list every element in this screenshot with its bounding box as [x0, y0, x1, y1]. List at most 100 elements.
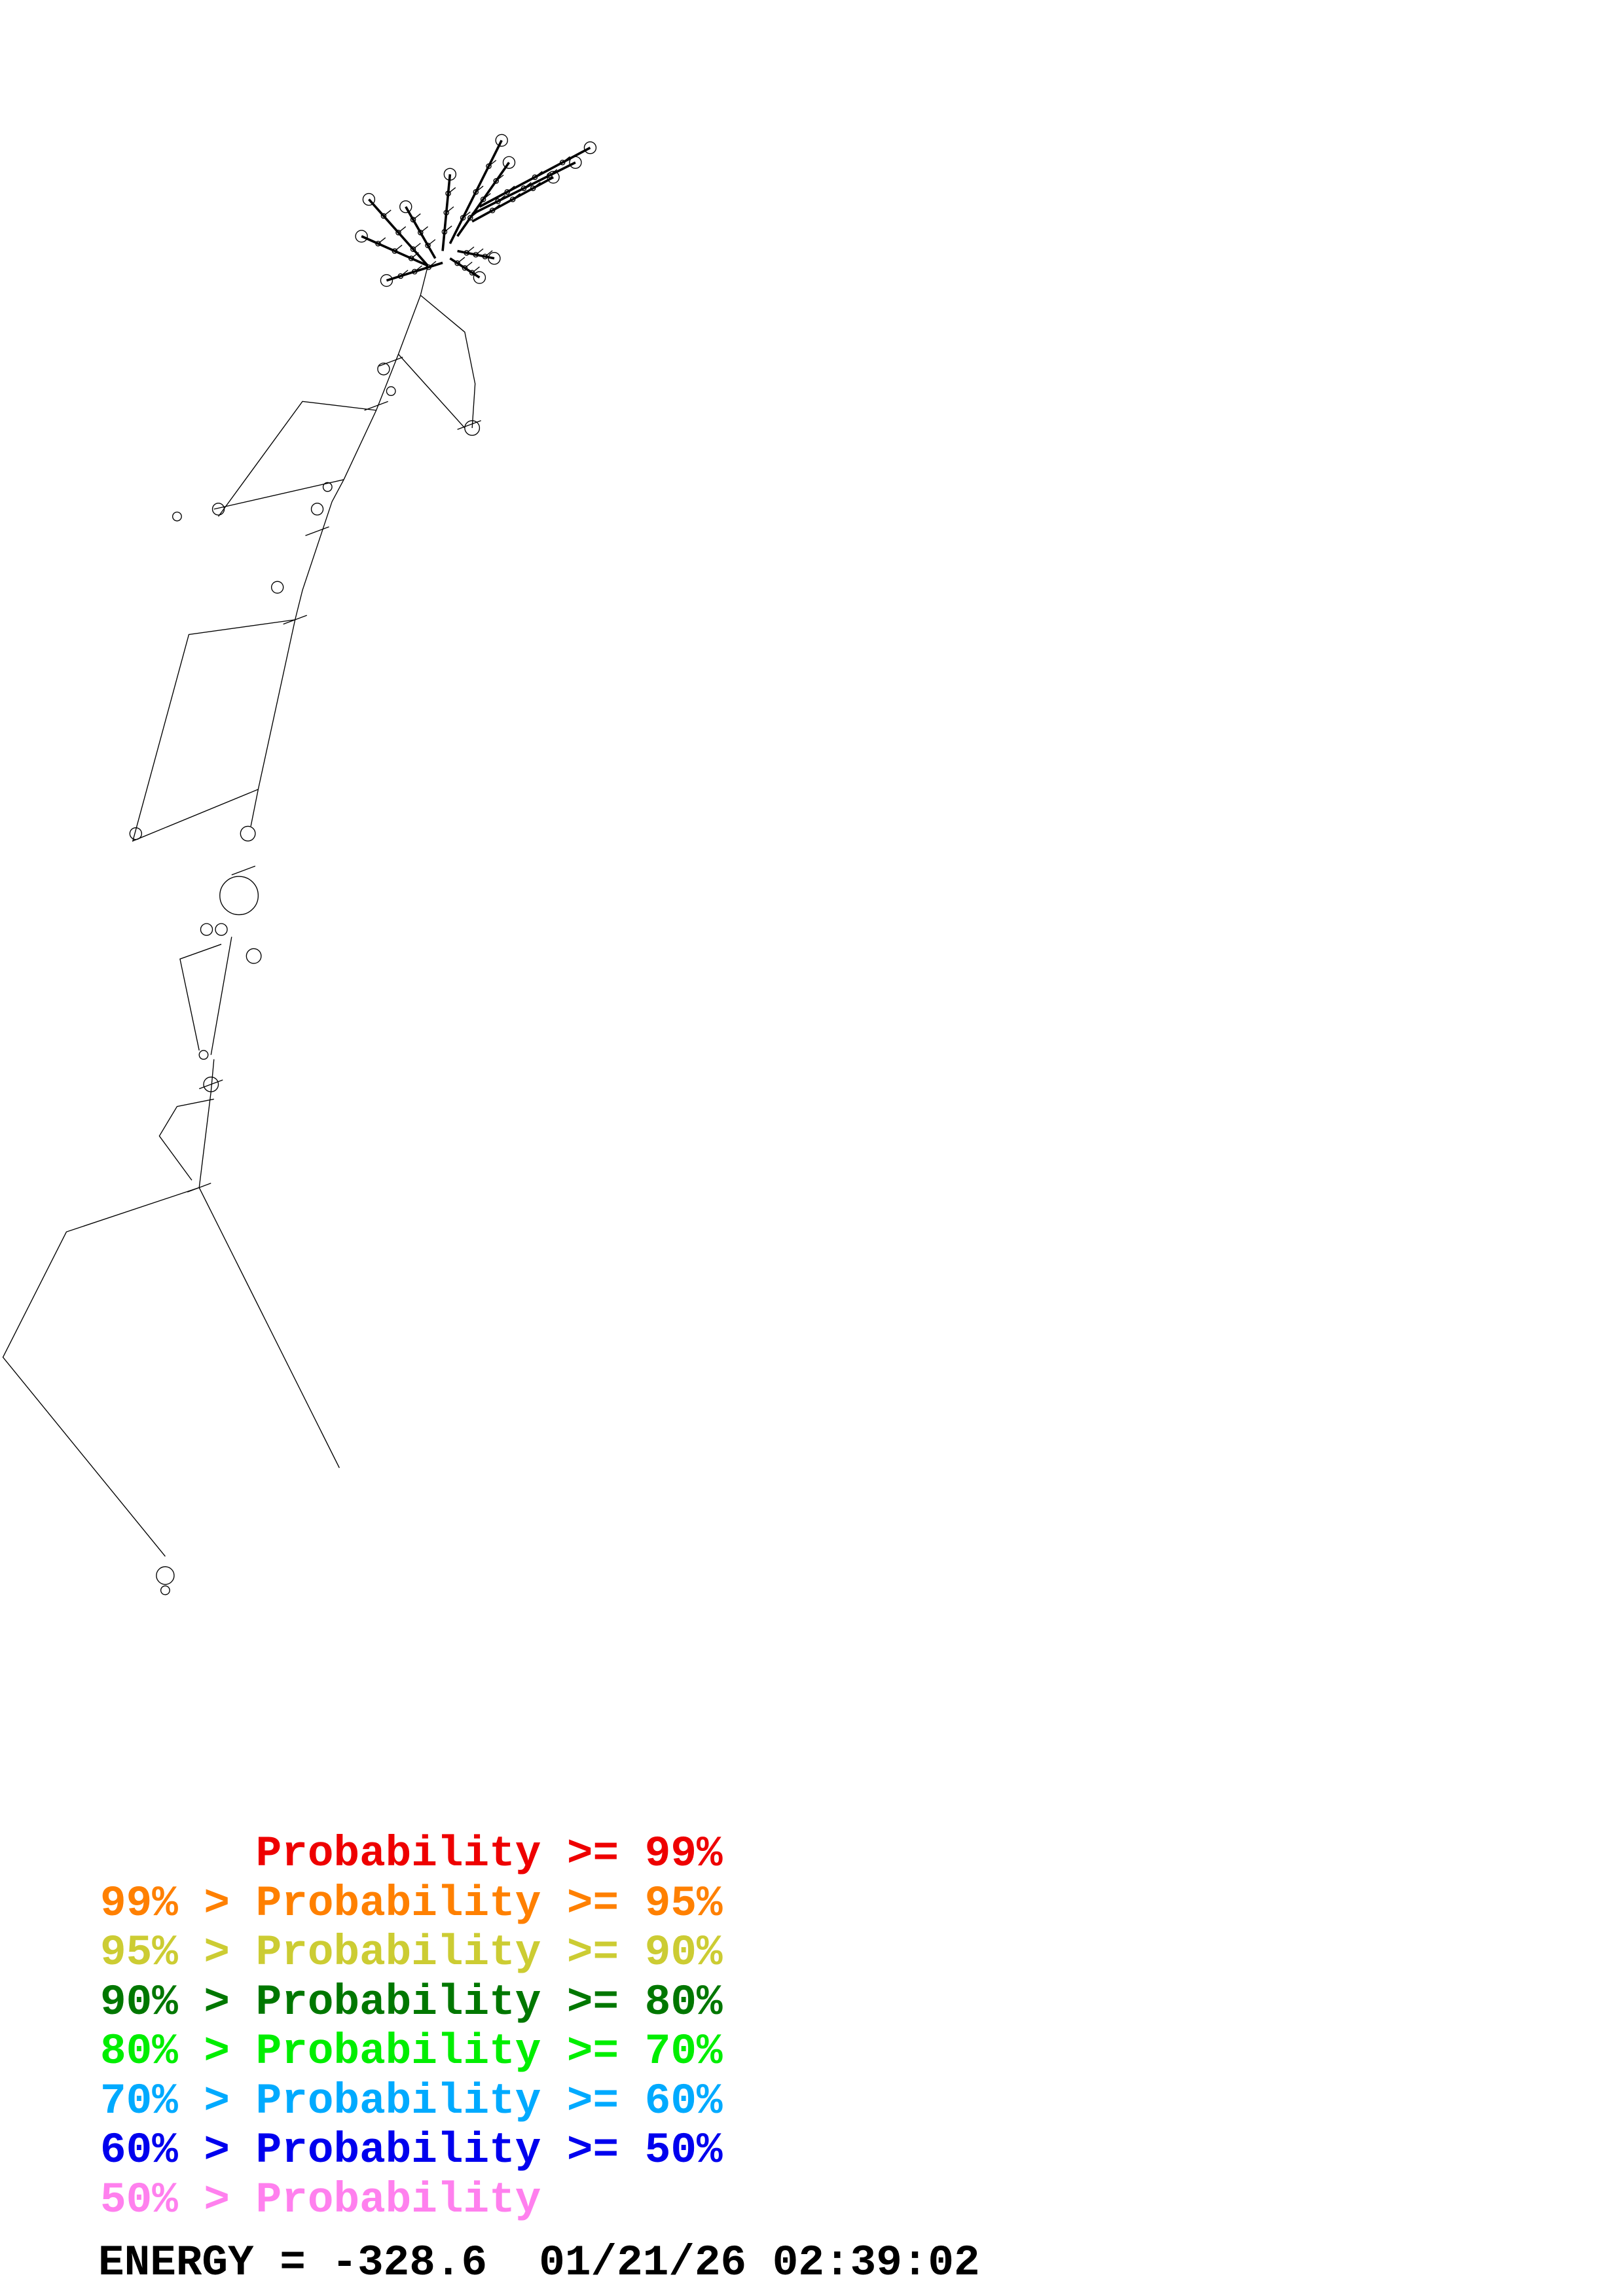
energy-footer: ENERGY = -328.6 01/21/26 02:39:02 [98, 2238, 980, 2287]
tick [457, 424, 469, 430]
tick [412, 243, 421, 250]
loop [488, 252, 501, 265]
backbone-segment [250, 619, 296, 827]
backbone-segment [420, 265, 429, 296]
legend-row-1: Probability >= 99% [100, 1829, 723, 1878]
loop [473, 271, 486, 284]
tick [400, 270, 409, 277]
tick [378, 237, 386, 244]
tick [383, 209, 392, 217]
loop [489, 207, 496, 213]
loop [160, 1585, 170, 1596]
loop [211, 503, 225, 516]
loop [547, 172, 553, 179]
tick [488, 160, 497, 167]
tick [457, 257, 465, 264]
loop [386, 386, 396, 397]
loop [377, 363, 390, 376]
loop [473, 251, 479, 258]
tick [211, 1079, 223, 1085]
loop [362, 192, 376, 206]
loop [198, 1050, 209, 1060]
loop [469, 270, 475, 276]
loop [569, 156, 582, 169]
rna-secondary-structure [2, 134, 597, 1596]
tick [394, 244, 403, 252]
tick [549, 169, 558, 176]
tick [464, 261, 473, 268]
tick [523, 182, 532, 189]
loop [559, 159, 566, 166]
tick [295, 615, 307, 620]
backbone-segment [295, 479, 344, 620]
backbone-segment [397, 353, 465, 429]
tick [469, 420, 481, 426]
loops [129, 134, 597, 1596]
tick [562, 156, 570, 163]
loop [392, 248, 398, 254]
tick [364, 405, 376, 411]
backbone-segment [179, 944, 222, 1051]
tick [475, 185, 484, 192]
tick [378, 361, 392, 367]
tick [410, 252, 419, 259]
loop [310, 503, 324, 516]
loop [410, 217, 416, 223]
loop [445, 190, 451, 196]
legend-row-5: 80% > Probability >= 70% [100, 2027, 723, 2076]
probability-legend: Probability >= 99% 99% > Probability >= … [100, 1833, 951, 2232]
tick [507, 185, 515, 192]
loop [530, 185, 536, 191]
tick [496, 174, 504, 181]
loop [397, 273, 404, 279]
loop [443, 209, 450, 216]
loop [270, 581, 284, 594]
tick [428, 239, 436, 246]
loop [395, 230, 401, 236]
loop [411, 268, 418, 275]
tick [471, 266, 480, 274]
tick [243, 865, 256, 871]
tick [466, 246, 475, 253]
loop [441, 228, 448, 235]
tick [475, 248, 484, 255]
loop [464, 250, 469, 256]
loop [532, 174, 538, 181]
loop [410, 246, 416, 252]
loop [486, 163, 492, 170]
loop [443, 168, 457, 181]
loop [495, 198, 501, 204]
tick [483, 193, 491, 200]
loop [408, 255, 414, 262]
tick [187, 1187, 200, 1193]
backbone-segment [420, 295, 476, 428]
loop [425, 242, 431, 249]
tick [484, 250, 493, 257]
loop [200, 923, 213, 936]
tick [448, 187, 456, 194]
loop [375, 240, 381, 247]
loop [203, 1076, 219, 1092]
legend-row-4: 90% > Probability >= 80% [100, 1977, 723, 2027]
loop [355, 230, 368, 243]
tick [317, 526, 329, 532]
tick [414, 265, 422, 272]
tick [199, 1084, 211, 1090]
loop [240, 825, 256, 842]
backbone-segment [158, 1098, 214, 1181]
legend-row-7: 60% > Probability >= 50% [100, 2126, 723, 2175]
tick [532, 182, 541, 189]
tick [446, 206, 454, 213]
tick [462, 211, 471, 219]
legend-row-2: 99% > Probability >= 95% [100, 1878, 723, 1928]
loop [246, 948, 262, 964]
backbone-segment [210, 937, 232, 1055]
backbone [2, 265, 476, 1557]
loop [454, 260, 460, 266]
loop [473, 189, 479, 195]
loop [399, 200, 412, 213]
tick [420, 226, 428, 233]
tick [305, 531, 318, 537]
tick [199, 1183, 211, 1189]
loop [583, 141, 597, 154]
